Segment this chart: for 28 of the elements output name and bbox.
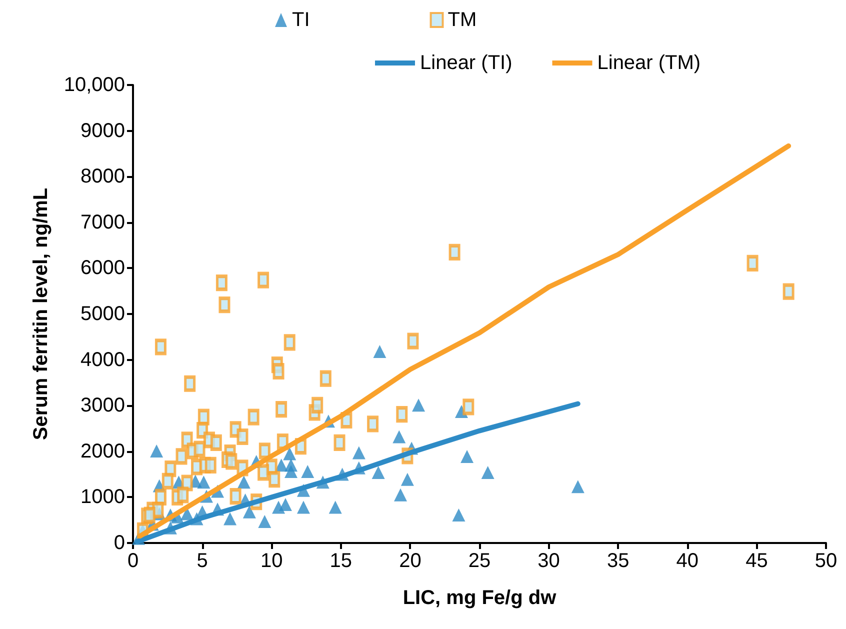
x-tick-label: 10 <box>260 550 283 572</box>
y-tick-label: 10,000 <box>64 74 125 96</box>
y-tick-label: 6000 <box>80 257 125 280</box>
x-tick-label: 30 <box>538 550 560 572</box>
y-tick-label: 1000 <box>80 486 125 508</box>
x-tick-label: 0 <box>127 550 139 572</box>
y-tick-label: 5000 <box>80 303 125 325</box>
x-tick-label: 5 <box>196 550 208 572</box>
x-axis-title: LIC, mg Fe/g dw <box>402 587 557 609</box>
y-tick-label: 0 <box>114 532 125 554</box>
x-tick-label: 20 <box>399 550 422 572</box>
y-tick-label: 8000 <box>80 166 125 188</box>
x-tick-label: 25 <box>468 550 491 572</box>
x-tick-label: 15 <box>330 550 352 572</box>
y-tick-label: 2000 <box>80 440 125 462</box>
x-tick-label: 35 <box>606 550 630 572</box>
legend-label: TM <box>448 9 477 31</box>
y-tick-label: 4000 <box>80 348 125 371</box>
y-tick-label: 9000 <box>80 120 125 142</box>
y-axis-title: Serum ferritin level, ng/mL <box>30 188 52 440</box>
legend-label: Linear (TM) <box>597 52 701 74</box>
y-tick-label: 3000 <box>80 394 125 417</box>
legend-label: Linear (TI) <box>420 52 512 74</box>
x-tick-label: 50 <box>814 550 838 572</box>
x-tick-label: 45 <box>746 550 768 572</box>
x-tick-label: 40 <box>676 550 699 572</box>
y-tick-label: 7000 <box>80 211 125 234</box>
legend-label: TI <box>292 9 310 31</box>
